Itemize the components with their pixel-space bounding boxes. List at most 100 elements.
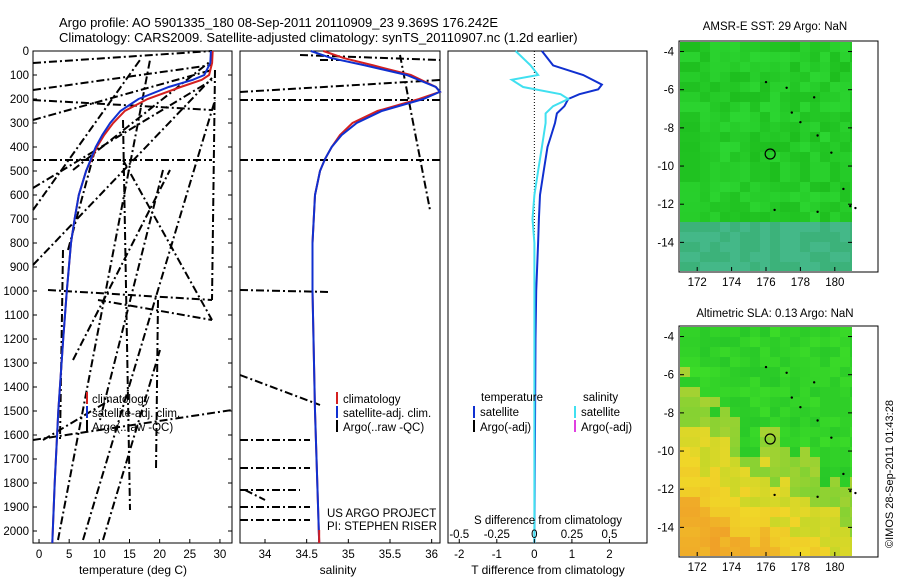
depth-tick-label: 1800 — [3, 478, 29, 490]
sla-cell — [780, 537, 790, 547]
sst-cell — [800, 262, 810, 271]
difference-xtick-label: 2 — [606, 549, 612, 561]
sst-cell — [850, 82, 852, 92]
sst-cell — [710, 102, 720, 112]
sst-cell — [720, 112, 730, 122]
sst-cell — [790, 72, 800, 82]
temperature-argo-segment — [32, 50, 213, 64]
sst-cell — [770, 102, 780, 112]
sla-cell — [710, 527, 720, 537]
sla-cell — [690, 417, 700, 427]
sst-cell — [700, 232, 710, 242]
salinity-xtick-label: 34.5 — [295, 549, 317, 561]
temperature-argo-segment — [72, 59, 213, 171]
sst-cell — [720, 72, 730, 82]
sst-cell — [760, 182, 770, 192]
sst-cell — [840, 82, 850, 92]
sst-cell — [710, 262, 720, 271]
sst-cell — [750, 62, 760, 72]
sst-cell — [800, 122, 810, 132]
sst-cell — [830, 262, 840, 271]
sst-cell — [830, 212, 840, 222]
sla-cell — [840, 417, 850, 427]
sst-float-dot — [790, 111, 793, 114]
sst-cell — [720, 252, 730, 262]
salinity-argo-segment — [239, 79, 441, 93]
sst-cell — [800, 202, 810, 212]
sla-cell — [750, 437, 760, 447]
legend-label-s-argo: Argo(-adj) — [581, 422, 632, 434]
sla-cell — [680, 417, 690, 427]
difference-xlabel-top: S difference from climatology — [474, 515, 622, 527]
sst-cell — [800, 242, 810, 252]
temperature-argo-segment — [32, 64, 213, 91]
temperature-argo-segment — [102, 349, 161, 541]
sla-cell — [720, 447, 730, 457]
sst-cell — [720, 182, 730, 192]
sla-cell — [770, 357, 780, 367]
sst-cell — [700, 112, 710, 122]
sla-cell — [850, 527, 852, 537]
sst-cell — [840, 62, 850, 72]
sla-cell — [820, 447, 830, 457]
sst-cell — [770, 182, 780, 192]
sst-cell — [690, 182, 700, 192]
sst-cell — [740, 92, 750, 102]
sla-cell — [730, 327, 740, 337]
sst-nodata-strip — [852, 42, 878, 271]
sla-cell — [690, 497, 700, 507]
depth-tick-label: 800 — [10, 238, 29, 250]
sst-cell — [790, 252, 800, 262]
difference-s-tick-label: 0.25 — [561, 529, 583, 541]
sla-cell — [730, 397, 740, 407]
sst-cell — [800, 52, 810, 62]
sla-cell — [800, 467, 810, 477]
sst-cell — [760, 262, 770, 271]
sst-cell — [740, 62, 750, 72]
sst-cell — [790, 112, 800, 122]
sst-cell — [810, 252, 820, 262]
sst-cell — [690, 132, 700, 142]
sla-cell — [700, 347, 710, 357]
sla-cell — [690, 407, 700, 417]
sla-cell — [810, 347, 820, 357]
sla-xtick-label: 172 — [688, 562, 707, 574]
sst-cell — [820, 42, 830, 52]
sla-cell — [680, 517, 690, 527]
sst-cell — [810, 262, 820, 271]
sst-ytick-label: -6 — [664, 85, 674, 97]
sst-cell — [720, 152, 730, 162]
sst-cell — [820, 62, 830, 72]
sst-cell — [790, 162, 800, 172]
sla-cell — [800, 517, 810, 527]
difference-xlabel: T difference from climatology — [471, 563, 625, 577]
sst-cell — [770, 212, 780, 222]
sst-cell — [770, 162, 780, 172]
sst-cell — [800, 232, 810, 242]
sla-cell — [800, 427, 810, 437]
difference-xtick-label: 0 — [531, 549, 537, 561]
sla-cell — [680, 337, 690, 347]
sla-cell — [710, 327, 720, 337]
sst-cell — [730, 232, 740, 242]
sla-profile-marker — [764, 433, 776, 445]
sst-cell — [750, 152, 760, 162]
sla-float-dot — [816, 495, 819, 499]
sst-cell — [840, 92, 850, 102]
sla-cell — [830, 387, 840, 397]
sst-cell — [780, 72, 790, 82]
sla-cell — [730, 507, 740, 517]
sst-cell — [720, 122, 730, 132]
sla-cell — [690, 477, 700, 487]
sla-cell — [710, 437, 720, 447]
sla-cell — [680, 457, 690, 467]
sla-cell — [760, 517, 770, 527]
sst-cell — [750, 192, 760, 202]
sla-cell — [770, 387, 780, 397]
sst-cell — [800, 212, 810, 222]
sla-xtick-label: 176 — [756, 562, 775, 574]
sla-cell — [680, 547, 690, 556]
sst-cell — [690, 232, 700, 242]
sla-cell — [720, 537, 730, 547]
